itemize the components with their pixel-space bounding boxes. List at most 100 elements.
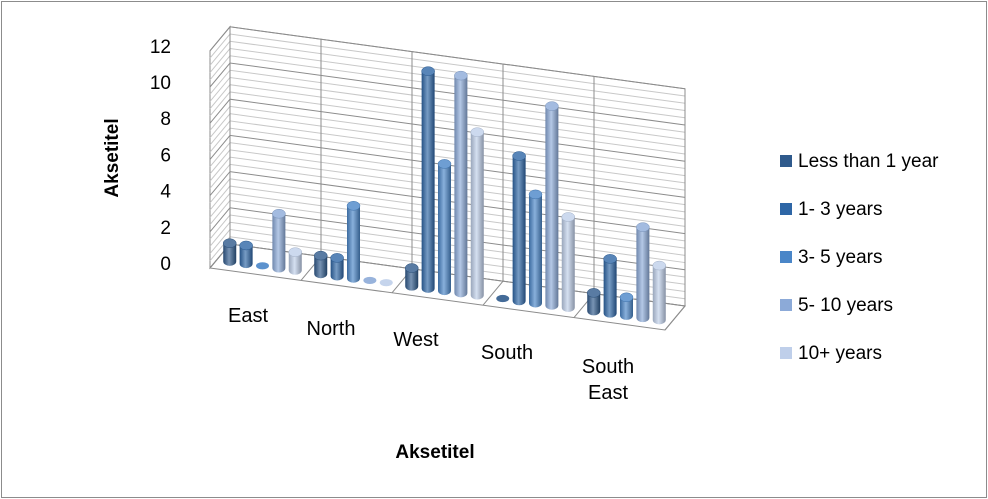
bar-body: [636, 227, 650, 323]
bar: [586, 288, 601, 316]
bar-top: [561, 212, 576, 222]
bar-top: [586, 288, 601, 298]
bar: [288, 247, 303, 275]
legend-swatch: [780, 347, 792, 359]
x-tick-label: South: [481, 342, 533, 364]
bar-top: [404, 263, 419, 273]
bar: [512, 151, 526, 306]
bar-top: [421, 66, 435, 76]
bar-body: [272, 213, 286, 273]
bar-top: [437, 159, 452, 169]
bar-body: [512, 155, 526, 306]
bar-top: [652, 260, 667, 271]
x-axis-categories: East North West South South East: [228, 305, 634, 404]
legend-swatch: [780, 299, 792, 311]
bar: [272, 208, 286, 273]
legend-label: 3- 5 years: [798, 247, 882, 268]
bar: [313, 250, 328, 279]
bar-top: [528, 189, 543, 200]
bar: [437, 159, 452, 296]
x-tick-label: East: [228, 305, 268, 327]
bar: [256, 262, 269, 270]
bar-top: [272, 208, 286, 219]
bar-body: [652, 265, 666, 325]
legend: Less than 1 year 1- 3 years 3- 5 years 5- 1…: [780, 151, 939, 364]
y-tick-label: 8: [160, 109, 171, 130]
bar-top: [603, 254, 617, 264]
bar: [363, 276, 377, 285]
bar-zero: [496, 294, 510, 303]
bar: [421, 66, 435, 293]
bar-top: [222, 238, 237, 248]
bar-body: [603, 258, 617, 318]
bar: [636, 222, 650, 323]
bar: [346, 201, 361, 283]
bar-body: [470, 132, 484, 300]
bar-top: [512, 151, 526, 161]
bar: [404, 263, 419, 291]
legend-swatch: [780, 155, 792, 167]
y-tick-label: 4: [160, 182, 171, 203]
bar-body: [239, 245, 253, 269]
bar: [561, 212, 576, 312]
floor-divider: [482, 280, 504, 306]
bar-body: [421, 71, 435, 293]
y-tick-label: 6: [160, 145, 171, 166]
bar: [239, 240, 253, 269]
x-tick-label: West: [393, 329, 439, 351]
bar: [603, 254, 617, 318]
bar-top: [330, 253, 344, 263]
bar-body: [561, 216, 575, 312]
bar: [454, 70, 468, 298]
bar-body: [529, 194, 542, 308]
bar-body: [620, 297, 633, 320]
bar: [379, 279, 393, 287]
legend-label: 1- 3 years: [798, 199, 882, 220]
bar-body: [587, 292, 601, 316]
bar: [330, 253, 344, 281]
bar: [619, 292, 634, 320]
x-tick-label: North: [307, 318, 356, 340]
bar-top: [619, 292, 634, 303]
bar-body: [405, 268, 419, 291]
bar: [470, 127, 485, 300]
bar: [528, 189, 543, 308]
bar-body: [347, 205, 360, 283]
bar-top: [239, 240, 253, 251]
x-tick-label: South East: [582, 356, 634, 404]
bar-top: [454, 70, 468, 81]
bar-body: [330, 257, 344, 281]
y-axis-title: Aksetitel: [102, 118, 123, 197]
y-tick-label: 2: [160, 218, 171, 239]
bar-top: [288, 247, 303, 257]
bar-top: [470, 127, 485, 137]
bar-body: [314, 255, 328, 279]
bar-top: [346, 201, 361, 211]
y-axis-ticks: 0 2 4 6 8 10 12: [150, 37, 172, 275]
x-axis-title: Aksetitel: [395, 442, 474, 463]
bar: [545, 101, 559, 310]
bar-body: [223, 243, 237, 266]
legend-label: 10+ years: [798, 343, 882, 364]
bar-zero: [363, 276, 377, 285]
bar-body: [288, 252, 302, 275]
bar-zero: [256, 262, 269, 270]
y-tick-label: 10: [150, 73, 171, 94]
bar-body: [454, 75, 468, 298]
bar: [496, 294, 510, 303]
legend-label: Less than 1 year: [798, 151, 939, 172]
bar-body: [438, 163, 451, 296]
bar-top: [636, 222, 650, 232]
legend-swatch: [780, 251, 792, 263]
floor-divider: [664, 305, 686, 331]
legend-swatch: [780, 203, 792, 215]
y-tick-label: 0: [160, 254, 171, 275]
legend-label: 5- 10 years: [798, 295, 893, 316]
bar-top: [313, 250, 328, 261]
y-tick-label: 12: [150, 37, 171, 58]
bar: [652, 260, 667, 325]
bar-zero: [379, 279, 393, 287]
bar-body: [545, 106, 559, 310]
bar-top: [545, 101, 559, 111]
